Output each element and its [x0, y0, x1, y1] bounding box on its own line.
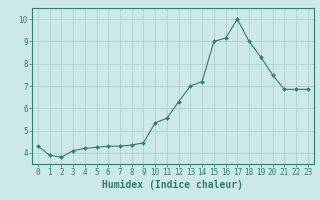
X-axis label: Humidex (Indice chaleur): Humidex (Indice chaleur)	[102, 180, 243, 190]
